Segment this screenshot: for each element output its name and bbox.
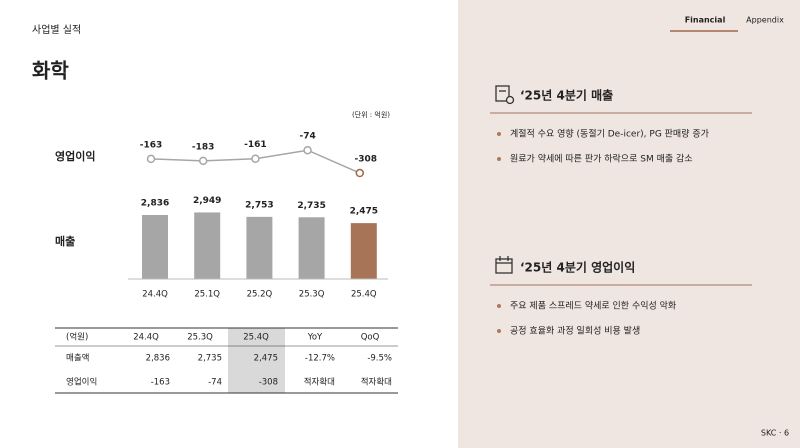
- table-header: YoY: [307, 333, 323, 343]
- bar-value-label: 2,753: [245, 200, 273, 210]
- line-value-label: -74: [299, 132, 315, 142]
- bar-value-label: 2,735: [297, 201, 325, 211]
- bar-value-label: 2,949: [193, 196, 221, 206]
- x-tick-label: 25.4Q: [351, 290, 377, 300]
- bar: [246, 216, 273, 279]
- bullet: [497, 329, 501, 333]
- table-cell: -12.7%: [305, 354, 335, 364]
- table-cell: -9.5%: [367, 354, 392, 364]
- highlight-column: [228, 328, 285, 393]
- table-cell: 2,475: [254, 354, 278, 364]
- bar-value-label: 2,836: [141, 198, 169, 208]
- line-point: [355, 168, 365, 178]
- unit-label: (단위 : 억원): [352, 110, 390, 119]
- bullet-text: 원료가 약세에 따른 판가 하락으로 SM 매출 감소: [510, 153, 693, 165]
- table-cell: 영업이익: [66, 377, 97, 388]
- section-label: 사업별 실적: [32, 23, 81, 36]
- table-header: QoQ: [361, 333, 380, 343]
- table-cell: 2,836: [146, 354, 170, 364]
- table-cell: -308: [259, 378, 278, 388]
- line-value-label: -183: [192, 142, 215, 152]
- footer: SKC · 6: [761, 429, 789, 438]
- table-cell: 적자확대: [361, 377, 392, 388]
- bullet: [497, 304, 501, 308]
- x-tick-label: 25.1Q: [194, 290, 220, 300]
- x-tick-label: 25.3Q: [299, 290, 325, 300]
- bar: [350, 223, 377, 279]
- line-value-label: -161: [244, 140, 267, 150]
- tab[interactable]: Appendix: [746, 16, 784, 25]
- line-point: [251, 154, 260, 163]
- page-title: 화학: [32, 59, 69, 83]
- table-cell: -74: [208, 378, 222, 388]
- table-header: (억원): [66, 332, 88, 343]
- series-label: 매출: [55, 234, 75, 248]
- line-point: [146, 154, 156, 164]
- table-cell: 2,735: [198, 354, 222, 364]
- line-point: [303, 145, 312, 155]
- bar-value-label: 2,475: [350, 207, 378, 217]
- chart: 영업이익 -163 -183 -161 -74 -308 매출 2,836 2,949 2,753…: [55, 132, 388, 300]
- x-tick-label: 25.2Q: [247, 290, 273, 300]
- bullet: [497, 132, 501, 136]
- right-panel: [458, 0, 800, 448]
- bullet-text: 계절적 수요 영향 (동절기 De-icer), PG 판매량 증가: [510, 128, 709, 140]
- icon: [495, 85, 515, 274]
- line-point: [198, 156, 208, 166]
- table: (억원) 24.4Q 25.3Q 25.4Q YoY QoQ 매출액 2,836 2,735 2,…: [55, 327, 398, 394]
- x-tick-label: 24.4Q: [142, 290, 168, 300]
- bullet: [497, 157, 501, 161]
- table-header: 25.3Q: [187, 333, 213, 343]
- bar: [142, 214, 168, 279]
- bar: [298, 217, 325, 279]
- table-header: 25.4Q: [243, 333, 269, 343]
- tab[interactable]: Financial: [685, 16, 726, 25]
- series-label: 영업이익: [55, 149, 95, 163]
- line-value-label: -163: [140, 140, 163, 150]
- section-title: ‘25년 4분기 영업이익: [520, 260, 635, 275]
- bullet-text: 공정 효율화 과정 일회성 비용 발생: [510, 326, 640, 337]
- table-cell: -163: [151, 378, 170, 388]
- section-title: ‘25년 4분기 매출: [520, 88, 613, 103]
- table-header: 24.4Q: [133, 333, 159, 343]
- table-cell: 매출액: [66, 353, 89, 364]
- line-value-label: -308: [355, 155, 378, 165]
- table-cell: 적자확대: [304, 377, 335, 388]
- bullet-text: 주요 제품 스프레드 약세로 인한 수익성 악화: [510, 300, 676, 312]
- bar: [194, 212, 221, 279]
